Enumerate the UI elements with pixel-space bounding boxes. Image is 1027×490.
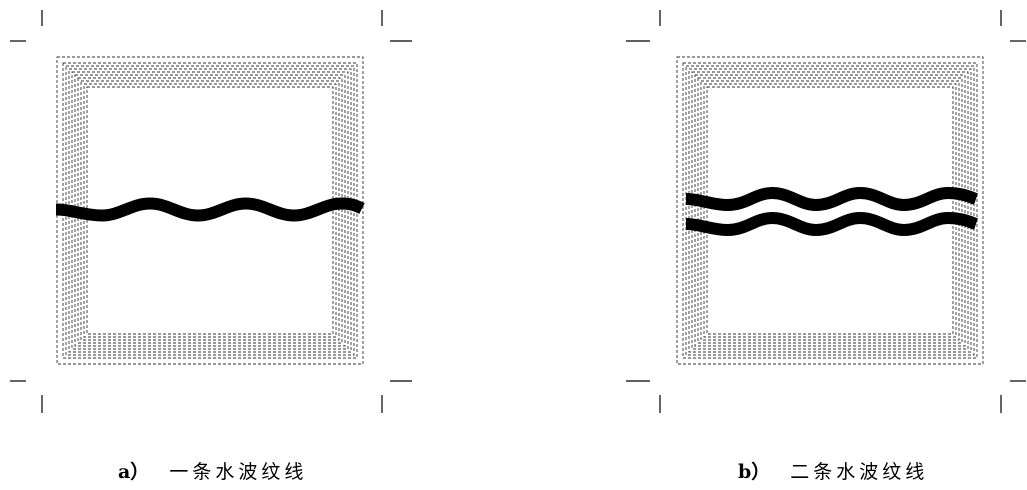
crop-marks-panel-b bbox=[626, 10, 1026, 413]
wave-line-b-lower bbox=[685, 211, 978, 237]
caption-label-a: a） bbox=[118, 461, 150, 483]
crop-marks-panel-a bbox=[10, 10, 412, 413]
caption-title-b: 二条水波纹线 bbox=[790, 461, 929, 483]
panel-b bbox=[626, 10, 1026, 413]
panel-a bbox=[10, 10, 412, 413]
caption-panel-a: a） 一条水波纹线 bbox=[118, 459, 307, 485]
caption-panel-b: b） 二条水波纹线 bbox=[738, 459, 928, 485]
wave-line-a bbox=[55, 197, 365, 222]
wave-line-b-upper bbox=[685, 186, 978, 212]
dashed-border-frame-b bbox=[676, 56, 984, 365]
caption-label-b: b） bbox=[738, 461, 771, 483]
caption-title-a: 一条水波纹线 bbox=[169, 461, 308, 483]
